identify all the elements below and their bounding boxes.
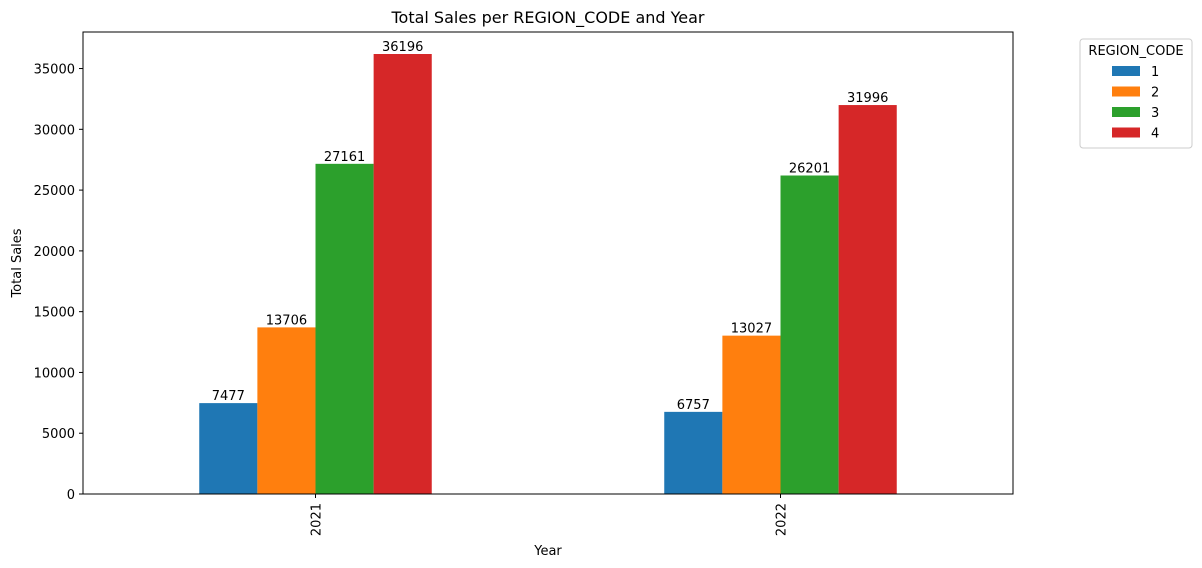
- y-tick-label: 5000: [42, 427, 75, 442]
- bar-region-2-2021: [257, 327, 316, 494]
- plot-frame: [82, 31, 1014, 495]
- y-tick-label: 15000: [34, 306, 75, 321]
- bar-region-2-2022: [722, 335, 781, 494]
- legend: REGION_CODE 1 2 3 4: [1079, 38, 1193, 149]
- bar-region-3-2021: [315, 163, 374, 494]
- bar-value-label: 27161: [324, 150, 365, 165]
- y-tick-label: 10000: [34, 366, 75, 381]
- legend-entry-label: 2: [1151, 86, 1159, 101]
- data-labels: 7477 13706 27161 36196 6757 13027 26201 31996: [212, 40, 889, 413]
- bar-region-1-2022: [664, 411, 723, 494]
- y-tick-label: 30000: [34, 123, 75, 138]
- y-axis-title: Total Sales: [10, 228, 25, 298]
- bar-region-4-2021: [373, 54, 432, 494]
- bar-region-3-2022: [780, 175, 839, 494]
- bar-value-label: 6757: [677, 398, 710, 413]
- bar-value-label: 36196: [382, 40, 423, 55]
- bar-region-1-2021: [199, 403, 258, 494]
- bar-value-label: 26201: [789, 161, 830, 176]
- x-tick-label: 2021: [310, 503, 325, 536]
- legend-swatch: [1112, 107, 1140, 117]
- legend-title: REGION_CODE: [1088, 44, 1183, 59]
- legend-swatch: [1112, 66, 1140, 76]
- y-tick-label: 20000: [34, 245, 75, 260]
- x-tick-label: 2022: [775, 503, 790, 536]
- y-tick-label: 0: [67, 488, 75, 503]
- bar-value-label: 13706: [266, 313, 307, 328]
- x-axis-title: Year: [533, 544, 562, 559]
- x-axis: 2021 2022: [310, 494, 790, 536]
- bar-value-label: 31996: [847, 91, 888, 106]
- bars: [199, 54, 897, 495]
- legend-swatch: [1112, 127, 1140, 138]
- legend-entry-label: 4: [1151, 127, 1159, 142]
- legend-entry-label: 1: [1151, 65, 1159, 80]
- bar-region-4-2022: [838, 105, 897, 495]
- bar-value-label: 7477: [212, 389, 245, 404]
- y-axis: 0 5000 10000 15000 20000 25000 30000 35000: [34, 63, 83, 503]
- legend-entry-label: 3: [1151, 106, 1159, 121]
- chart-title: Total Sales per REGION_CODE and Year: [390, 8, 704, 28]
- bar-value-label: 13027: [731, 322, 772, 337]
- legend-swatch: [1112, 86, 1140, 97]
- y-tick-label: 25000: [34, 184, 75, 199]
- y-tick-label: 35000: [34, 63, 75, 78]
